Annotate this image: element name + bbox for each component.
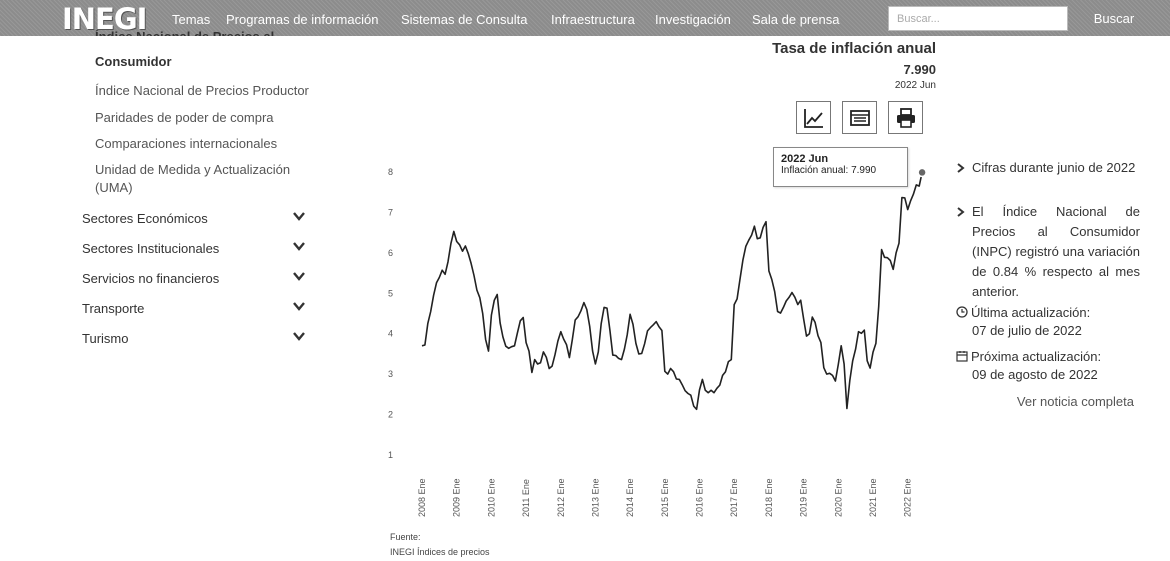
print-icon bbox=[897, 108, 915, 128]
line-chart-button[interactable] bbox=[796, 101, 831, 134]
bullet-item: Cifras durante junio de 2022 bbox=[956, 158, 1140, 178]
chevron-down-icon bbox=[293, 332, 305, 341]
sidebar-active-item[interactable]: Consumidor bbox=[95, 54, 172, 69]
last-update: Última actualización: 07 de julio de 202… bbox=[956, 304, 1090, 340]
table-icon bbox=[850, 110, 870, 126]
table-view-button[interactable] bbox=[842, 101, 877, 134]
sidebar-item-comparaciones[interactable]: Comparaciones internacionales bbox=[95, 136, 278, 151]
x-tick-label: 2022 Ene bbox=[903, 478, 913, 517]
tooltip-period: 2022 Jun bbox=[781, 153, 829, 165]
last-update-label: Última actualización: bbox=[971, 305, 1091, 320]
inflation-line-chart[interactable]: 1 2 3 4 5 6 7 8 2008 Ene 2009 Ene 2010 Ene 2011 Ene… bbox=[380, 150, 940, 530]
next-update-label: Próxima actualización: bbox=[971, 349, 1102, 364]
category-label: Transporte bbox=[82, 301, 145, 316]
sidebar-item-inpp[interactable]: Índice Nacional de Precios Productor bbox=[95, 83, 309, 98]
chevron-down-icon bbox=[293, 212, 305, 221]
category-label: Turismo bbox=[82, 331, 129, 346]
category-turismo[interactable]: Turismo bbox=[82, 331, 306, 346]
x-tick-label: 2016 Ene bbox=[695, 478, 705, 517]
y-tick-label: 2 bbox=[388, 410, 393, 420]
x-tick-label: 2013 Ene bbox=[590, 478, 600, 517]
category-sectores-economicos[interactable]: Sectores Económicos bbox=[82, 211, 306, 226]
next-update-date: 09 de agosto de 2022 bbox=[972, 367, 1098, 382]
sidebar-item-uma[interactable]: Unidad de Medida y Actualización (UMA) bbox=[95, 162, 291, 195]
y-tick-label: 6 bbox=[388, 248, 393, 258]
bullet-item: El Índice Nacional de Precios al Consumi… bbox=[956, 202, 1140, 302]
x-tick-label: 2019 Ene bbox=[799, 478, 809, 517]
y-tick-label: 8 bbox=[388, 167, 393, 177]
tooltip-label: Inflación anual bbox=[781, 165, 846, 176]
y-tick-label: 4 bbox=[388, 329, 393, 339]
series-line bbox=[421, 172, 923, 411]
chevron-down-icon bbox=[293, 302, 305, 311]
tooltip-value: 7.990 bbox=[851, 165, 877, 176]
top-navigation-bar: INEGI Temas Programas de información Sis… bbox=[0, 0, 1170, 36]
category-label: Sectores Institucionales bbox=[82, 241, 220, 256]
y-tick-label: 1 bbox=[388, 450, 393, 460]
chart-current-value: 7.990 bbox=[903, 62, 936, 77]
x-tick-label: 2009 Ene bbox=[452, 478, 462, 517]
chevron-down-icon bbox=[293, 272, 305, 281]
nav-investigacion[interactable]: Investigación bbox=[655, 12, 731, 27]
nav-sistemas-de-consulta[interactable]: Sistemas de Consulta bbox=[401, 12, 528, 27]
x-tick-label: 2017 Ene bbox=[729, 478, 739, 517]
nav-temas[interactable]: Temas bbox=[172, 12, 211, 27]
x-tick-label: 2011 Ene bbox=[521, 479, 531, 517]
chevron-down-icon bbox=[293, 242, 305, 251]
sidebar-item-paridades[interactable]: Paridades de poder de compra bbox=[95, 110, 274, 125]
search-button[interactable]: Buscar bbox=[1074, 6, 1154, 31]
last-update-date: 07 de julio de 2022 bbox=[972, 323, 1082, 338]
x-tick-label: 2015 Ene bbox=[660, 478, 670, 517]
chart-title: Tasa de inflación anual bbox=[772, 40, 936, 57]
x-tick-label: 2012 Ene bbox=[556, 478, 566, 517]
search-input[interactable] bbox=[888, 6, 1068, 31]
nav-sala-de-prensa[interactable]: Sala de prensa bbox=[752, 12, 840, 27]
sidebar-active-item-cut[interactable]: Índice Nacional de Precios al bbox=[95, 27, 274, 36]
category-transporte[interactable]: Transporte bbox=[82, 301, 306, 316]
clock-icon bbox=[956, 306, 968, 318]
next-update: Próxima actualización: 09 de agosto de 2… bbox=[956, 348, 1101, 384]
x-tick-label: 2008 Ene bbox=[417, 478, 427, 517]
x-tick-label: 2010 Ene bbox=[486, 478, 496, 517]
category-sectores-institucionales[interactable]: Sectores Institucionales bbox=[82, 241, 306, 256]
category-label: Servicios no financieros bbox=[82, 271, 220, 286]
chevron-right-icon bbox=[957, 163, 965, 173]
x-tick-label: 2018 Ene bbox=[764, 478, 774, 517]
category-servicios-no-financieros[interactable]: Servicios no financieros bbox=[82, 271, 306, 286]
x-tick-label: 2021 Ene bbox=[868, 478, 878, 517]
tooltip-row: Inflación anual: 7.990 bbox=[781, 165, 877, 176]
bullet-text: El Índice Nacional de Precios al Consumi… bbox=[972, 204, 1140, 299]
chart-current-period: 2022 Jun bbox=[894, 80, 936, 91]
y-tick-label: 7 bbox=[388, 207, 393, 217]
y-tick-label: 3 bbox=[388, 369, 393, 379]
data-point-highlight bbox=[917, 167, 927, 178]
calendar-icon bbox=[956, 351, 968, 362]
chart-tooltip: 2022 Jun Inflación anual: 7.990 bbox=[773, 147, 908, 187]
bullet-text: Cifras durante junio de 2022 bbox=[972, 160, 1136, 175]
chevron-right-icon bbox=[957, 207, 965, 217]
x-tick-label: 2020 Ene bbox=[833, 478, 843, 517]
full-news-link[interactable]: Ver noticia completa bbox=[1016, 394, 1134, 409]
nav-programas-de-informacion[interactable]: Programas de información bbox=[226, 12, 379, 27]
category-label: Sectores Económicos bbox=[82, 211, 208, 226]
x-tick-label: 2014 Ene bbox=[625, 478, 635, 517]
nav-infraestructura[interactable]: Infraestructura bbox=[551, 12, 635, 27]
source-label: Fuente: bbox=[390, 532, 421, 542]
print-button[interactable] bbox=[888, 101, 923, 134]
inegi-logo[interactable]: INEGI bbox=[62, 2, 147, 36]
line-chart-icon bbox=[804, 109, 823, 128]
y-tick-label: 5 bbox=[388, 288, 393, 298]
source-text: INEGI Índices de precios bbox=[390, 547, 490, 557]
